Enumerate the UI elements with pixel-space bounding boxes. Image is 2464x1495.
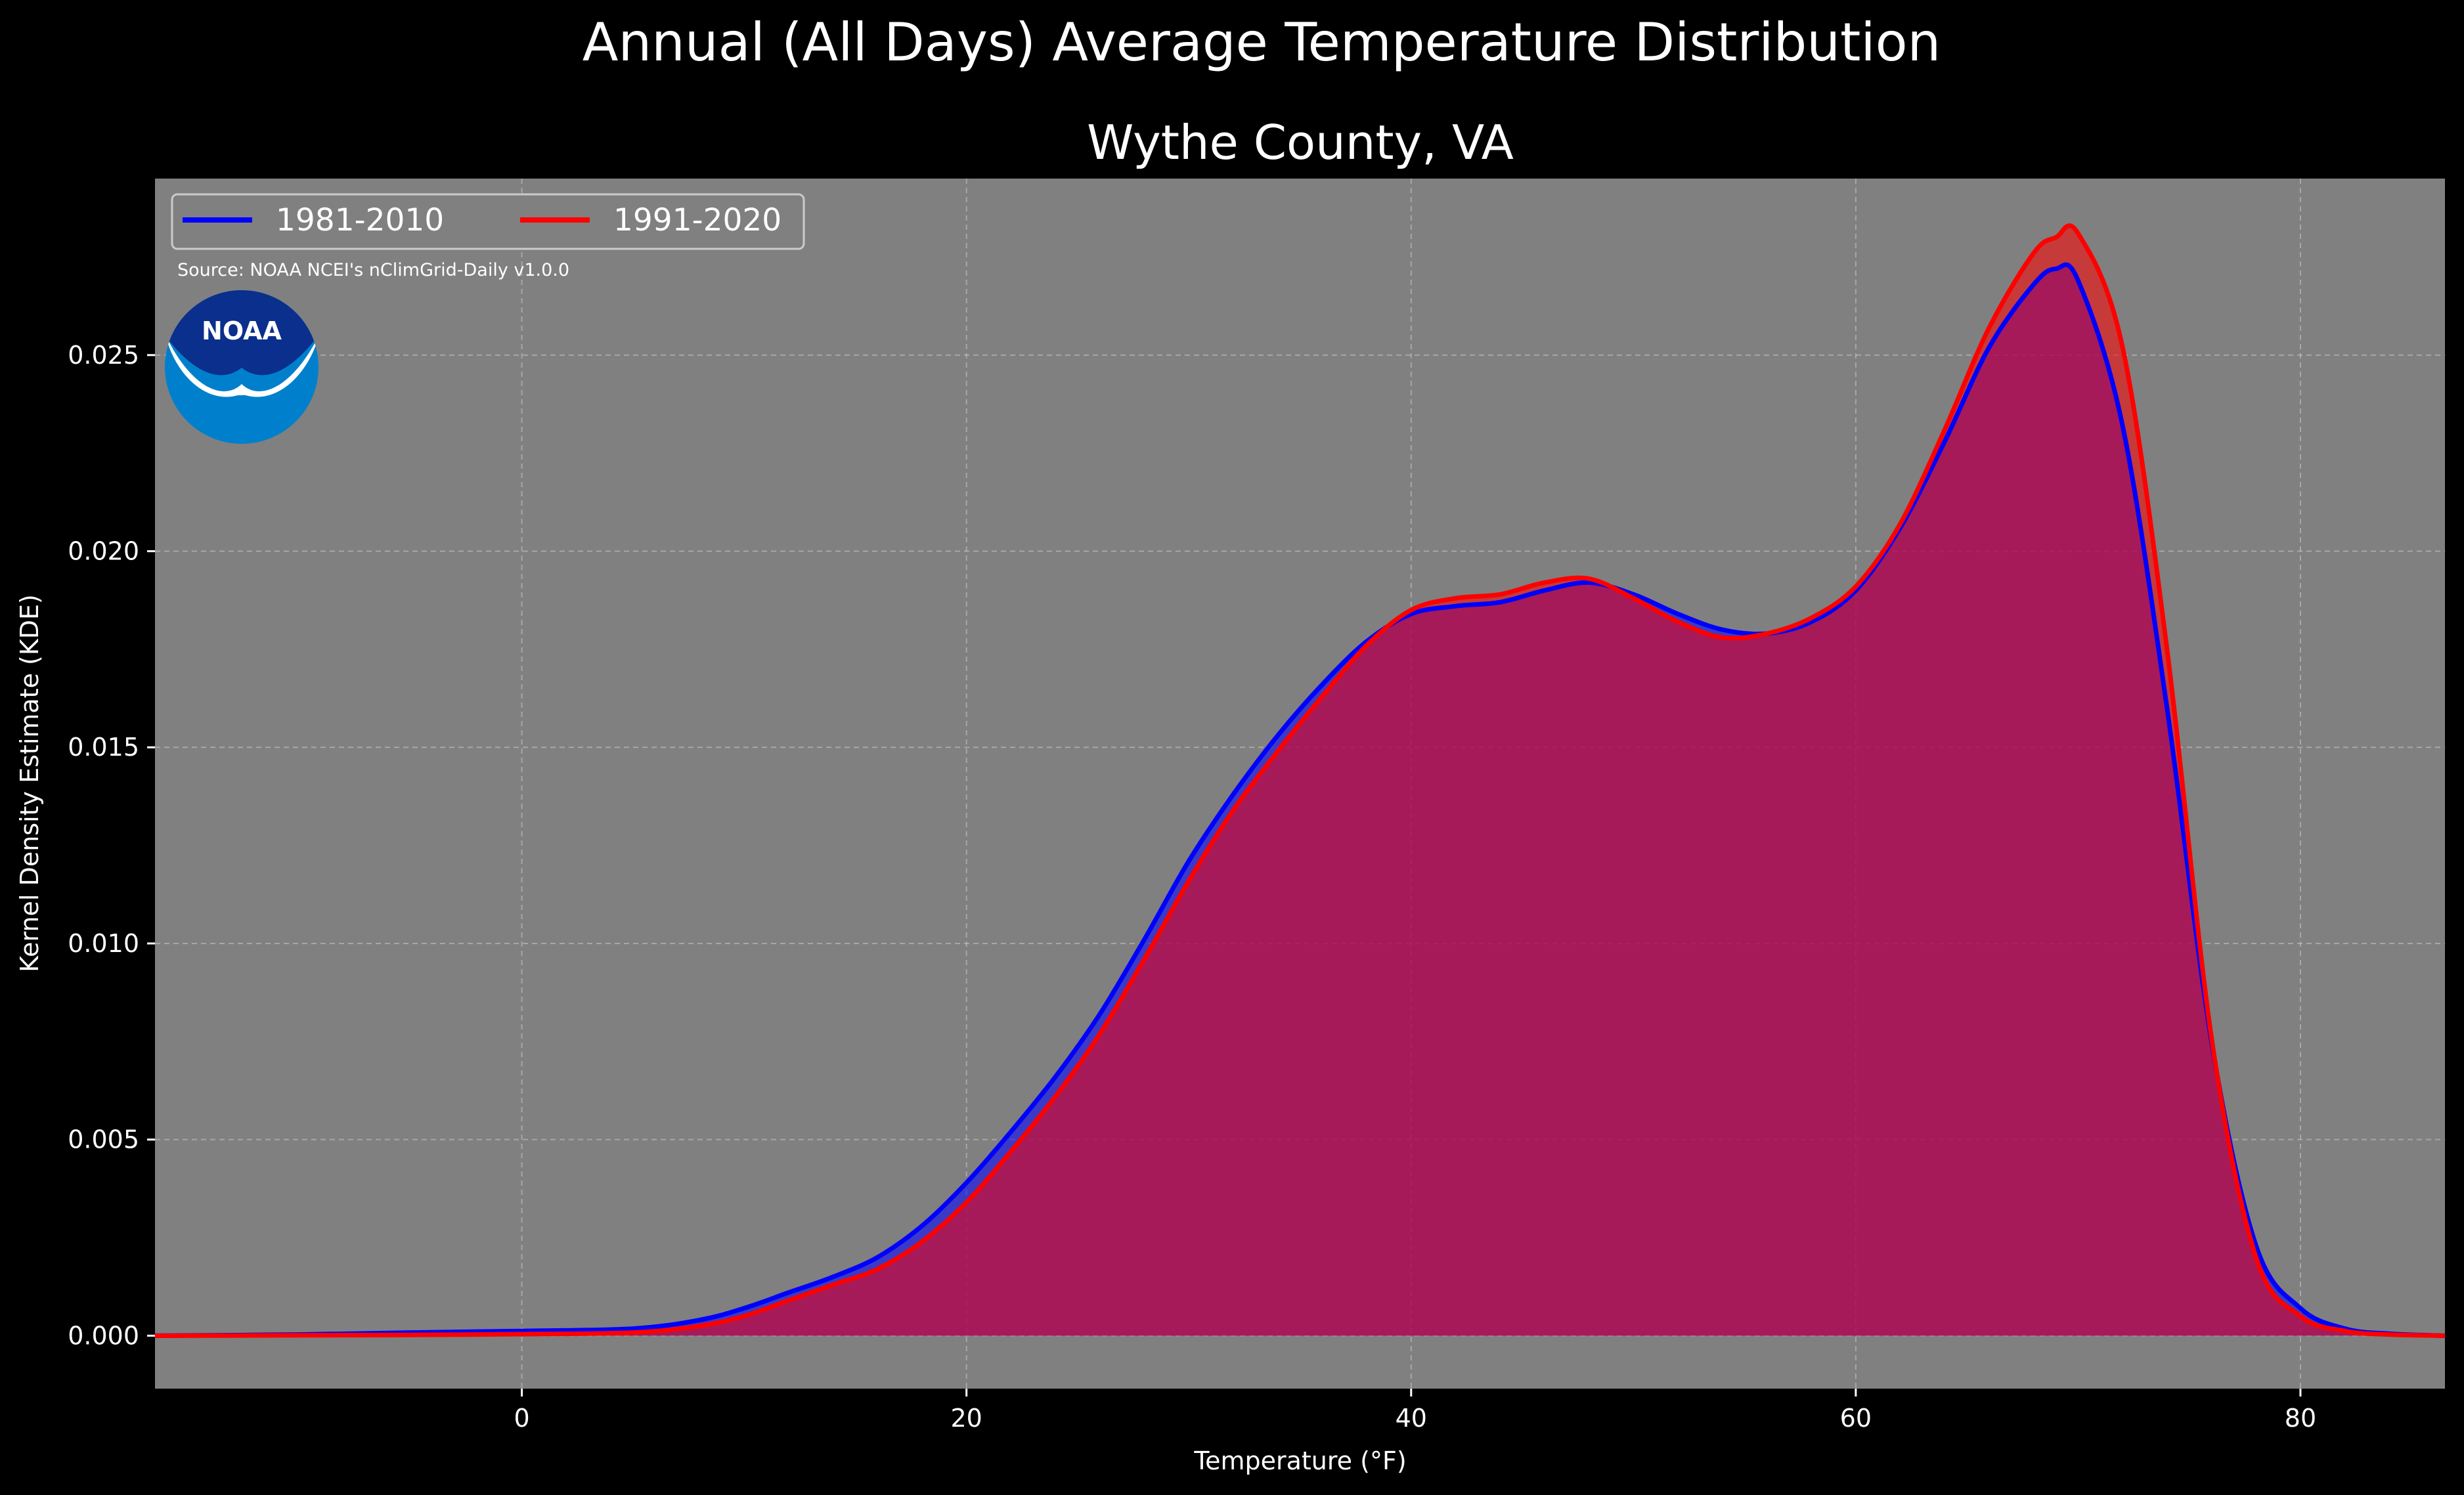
line-1991-2020: [154, 223, 2446, 1338]
y-axis-label: Kernel Density Estimate (KDE): [15, 594, 44, 972]
area-1991-2020: [155, 225, 2445, 1336]
legend-label-1981-2010: 1981-2010: [276, 202, 444, 238]
source-note: Source: NOAA NCEI's nClimGrid-Daily v1.0…: [177, 260, 569, 280]
y-tick-label: 0.020: [68, 537, 139, 566]
x-ticks: 0 20 40 60 80: [514, 1389, 2316, 1433]
y-tick-label: 0.010: [68, 929, 139, 958]
x-tick-label: 60: [1840, 1404, 1872, 1433]
y-tick-label: 0.000: [68, 1321, 139, 1350]
y-tick-label: 0.015: [68, 733, 139, 762]
x-tick-label: 80: [2285, 1404, 2316, 1433]
legend-box: [171, 193, 805, 250]
y-ticks: 0.000 0.005 0.010 0.015 0.020 0.025: [68, 341, 155, 1350]
series-layer: [154, 223, 2446, 1338]
y-tick-label: 0.025: [68, 341, 139, 370]
x-tick-label: 20: [951, 1404, 982, 1433]
x-axis-label: Temperature (°F): [1193, 1446, 1406, 1475]
legend: 1981-2010 1991-2020: [171, 193, 805, 250]
y-tick-label: 0.005: [68, 1125, 139, 1154]
chart-subtitle: Wythe County, VA: [1087, 115, 1514, 170]
legend-label-1991-2020: 1991-2020: [613, 202, 781, 238]
x-tick-label: 0: [514, 1404, 530, 1433]
x-tick-label: 40: [1396, 1404, 1427, 1433]
chart-title: Annual (All Days) Average Temperature Di…: [583, 12, 1941, 73]
line-1981-2010: [154, 262, 2446, 1338]
noaa-logo-text: NOAA: [202, 316, 282, 345]
